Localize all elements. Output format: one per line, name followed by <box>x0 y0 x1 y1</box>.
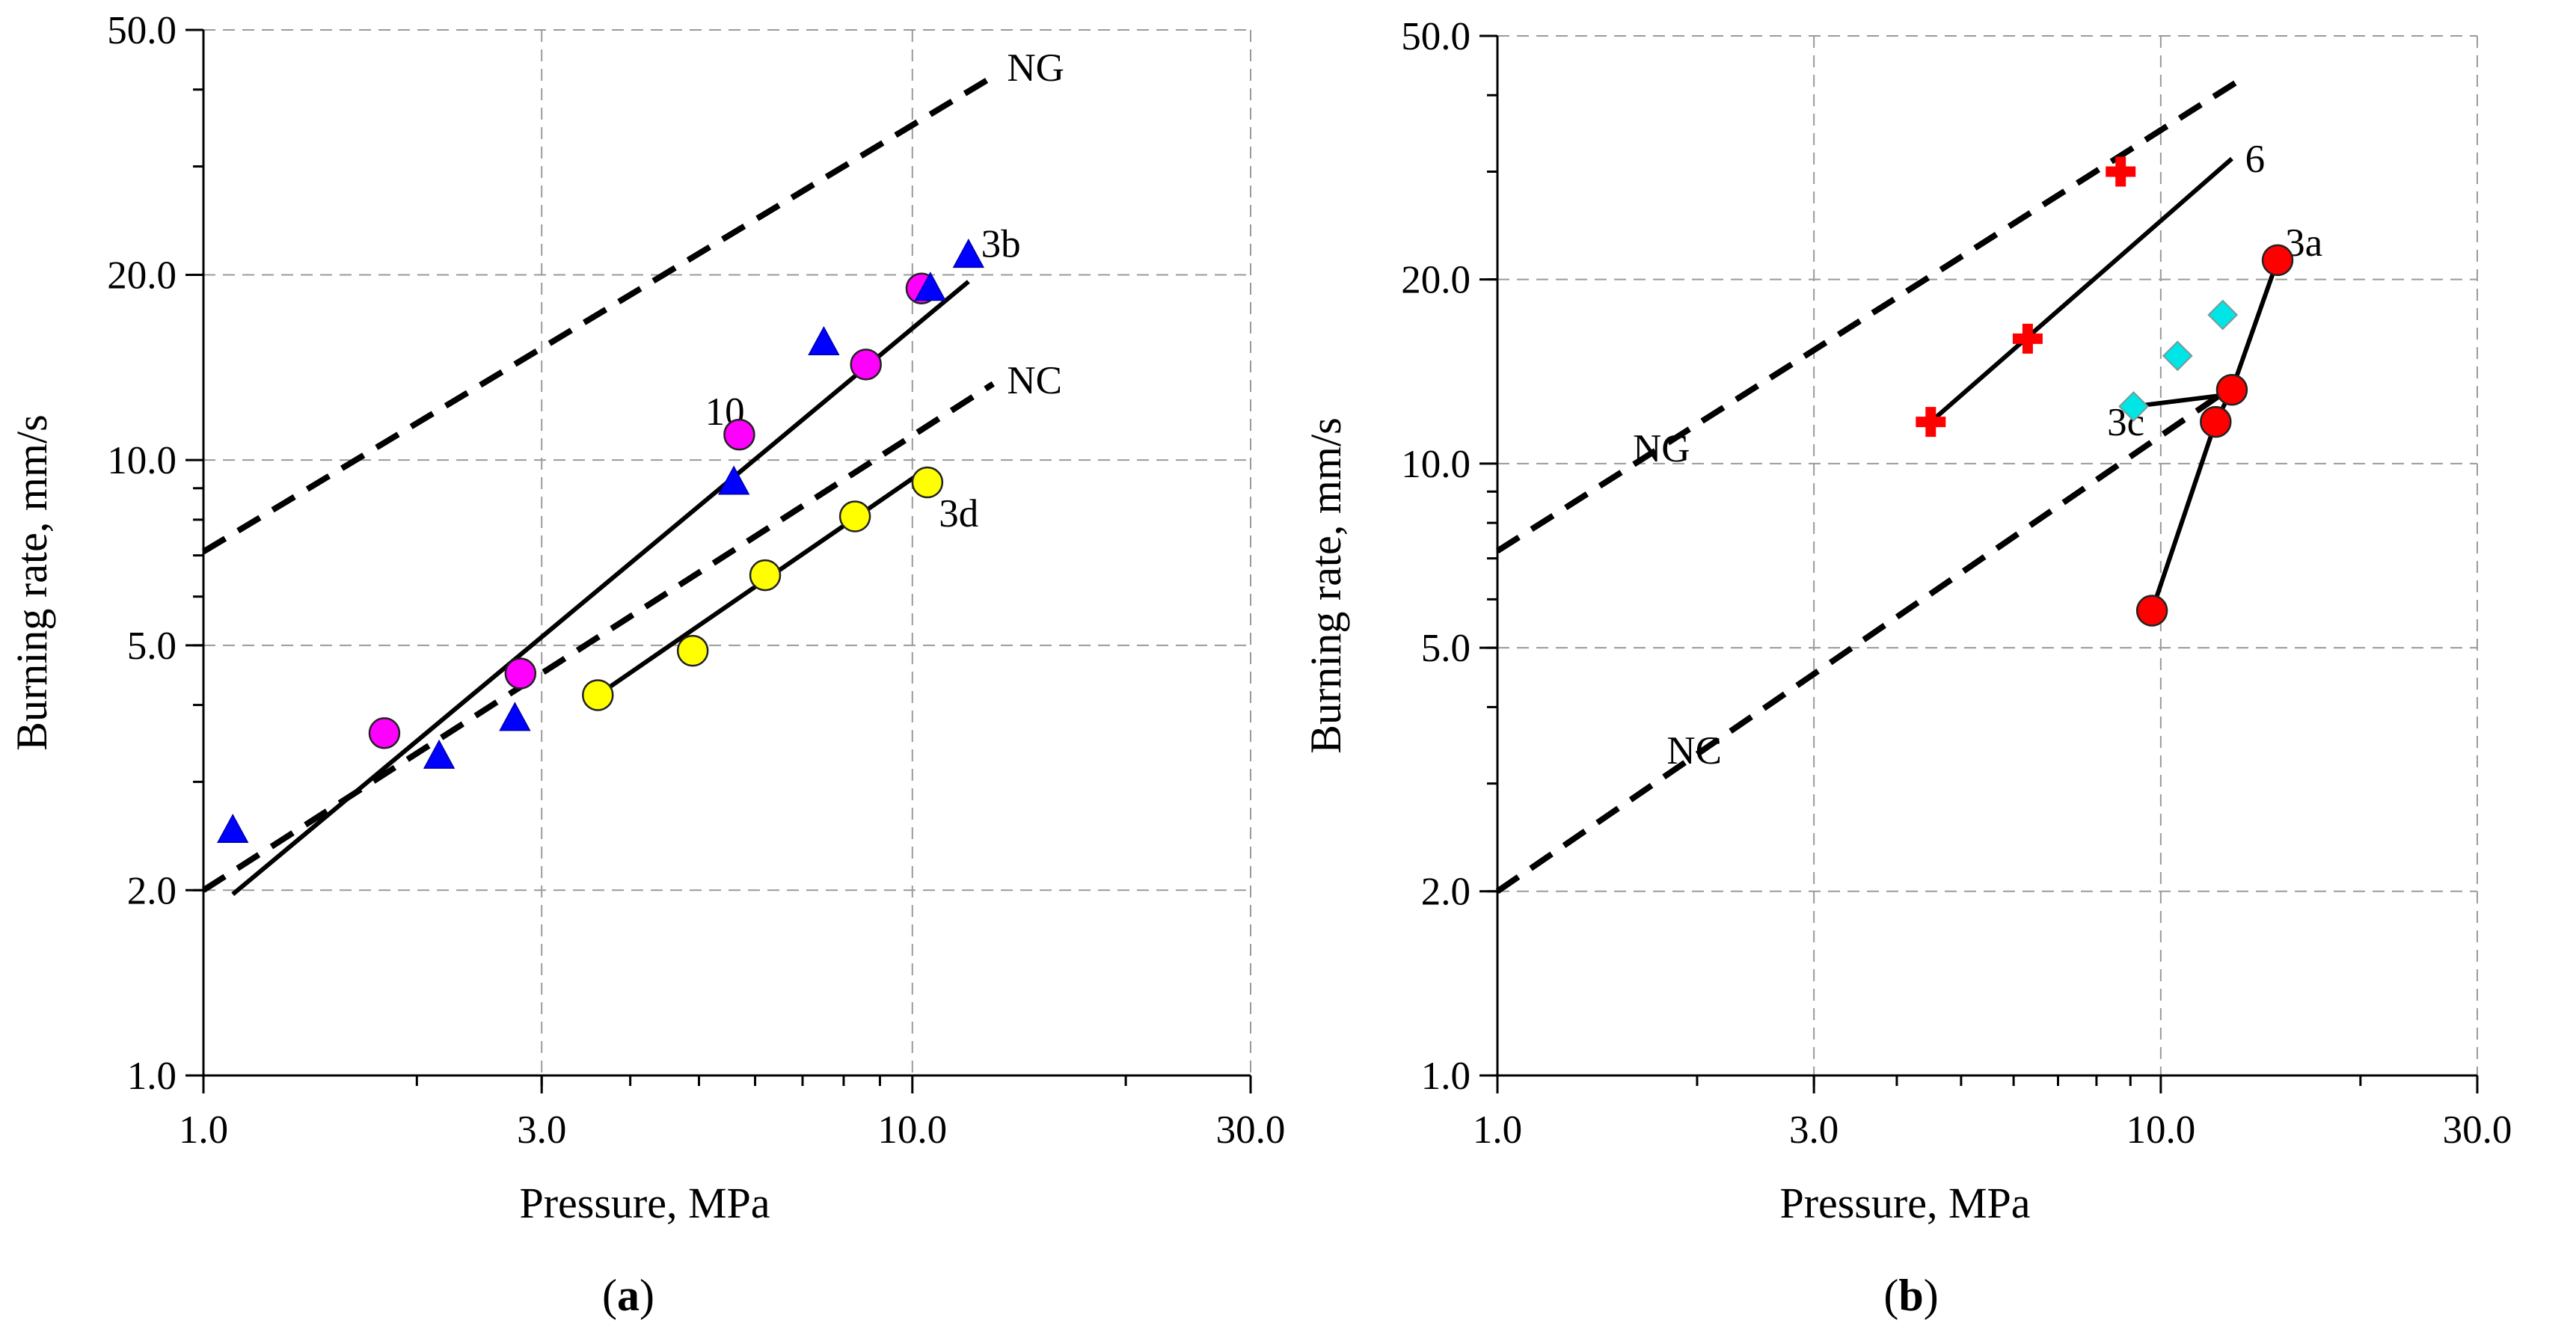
plus-marker <box>1916 407 1946 438</box>
y-tick-label: 50.0 <box>1401 15 1471 58</box>
panel-label-open: ( <box>602 1271 617 1320</box>
diamond-marker <box>2207 299 2239 331</box>
y-tick-label: 5.0 <box>127 624 177 668</box>
y-tick-label: 20.0 <box>1401 259 1471 302</box>
panel-label-close: ) <box>640 1271 654 1320</box>
curve-label-ng: NG <box>1633 427 1690 470</box>
x-tick-label: 30.0 <box>2443 1108 2512 1152</box>
x-axis-title: Pressure, MPa <box>1779 1179 2030 1227</box>
plus-marker <box>2106 156 2136 187</box>
panel-label-open: ( <box>1883 1271 1898 1320</box>
triangle-marker <box>423 739 456 769</box>
x-tick-label: 30.0 <box>1216 1108 1286 1152</box>
curve-label-nc: NC <box>1666 729 1722 773</box>
triangle-marker <box>217 813 249 844</box>
panel-label: (a) <box>602 1271 654 1320</box>
y-tick-label: 2.0 <box>127 869 177 912</box>
y-axis-title: Burning rate, mm/s <box>7 414 56 750</box>
y-tick-label: 10.0 <box>107 439 177 482</box>
x-tick-label: 1.0 <box>179 1108 228 1152</box>
triangle-marker <box>717 465 750 495</box>
y-tick-label: 50.0 <box>107 9 177 52</box>
circle-marker <box>838 500 871 533</box>
triangle-marker <box>914 271 946 301</box>
y-tick-label: 2.0 <box>1421 871 1471 914</box>
curve-label-6: 6 <box>2245 138 2266 181</box>
y-tick-label: 5.0 <box>1421 627 1471 670</box>
y-axis-title: Burning rate, mm/s <box>1301 417 1350 753</box>
curve-label-ng: NG <box>1007 46 1064 90</box>
circle-marker <box>676 634 709 667</box>
curve-label-3b: 3b <box>981 222 1021 266</box>
x-tick-label: 1.0 <box>1473 1108 1522 1152</box>
curve-3b <box>231 280 970 897</box>
curve-nc <box>201 381 995 893</box>
plus-marker <box>2012 323 2043 354</box>
diamond-marker <box>2162 340 2193 372</box>
y-tick-label: 10.0 <box>1401 443 1471 486</box>
curve-6 <box>1929 156 2233 424</box>
triangle-marker <box>952 239 985 268</box>
y-tick-label: 1.0 <box>1421 1055 1471 1098</box>
circle-marker <box>2215 373 2248 406</box>
x-tick-label: 10.0 <box>2126 1108 2195 1152</box>
panel-a: 1.0 3.0 10.0 30.0 1.0 2.0 5.0 10.0 20.0 50.0 Press… <box>7 9 1285 1320</box>
x-tick-label: 3.0 <box>1789 1108 1839 1152</box>
circle-marker <box>2261 244 2294 277</box>
curve-ng <box>201 73 995 554</box>
circle-marker <box>582 679 614 711</box>
circle-marker <box>368 716 401 749</box>
panel-label-letter: b <box>1898 1271 1923 1320</box>
x-tick-label: 10.0 <box>877 1108 947 1152</box>
curve-label-nc: NC <box>1007 359 1062 402</box>
triangle-marker <box>808 325 840 356</box>
y-tick-label: 1.0 <box>127 1055 177 1098</box>
circle-marker <box>2135 595 2168 627</box>
panel-label: (b) <box>1883 1271 1938 1320</box>
circle-marker <box>749 559 782 592</box>
curve-nc <box>1495 381 2239 894</box>
circle-marker <box>2200 405 2232 438</box>
curve-ng <box>1495 79 2239 553</box>
panel-label-letter: a <box>617 1271 640 1320</box>
circle-marker <box>850 349 882 381</box>
diamond-marker <box>2118 391 2149 422</box>
circle-marker <box>723 418 755 451</box>
curve-label-3d: 3d <box>939 492 978 535</box>
triangle-marker <box>499 702 531 731</box>
x-axis-title: Pressure, MPa <box>519 1179 770 1227</box>
panel-label-close: ) <box>1924 1271 1939 1320</box>
circle-marker <box>504 657 537 690</box>
panel-b: 1.0 3.0 10.0 30.0 1.0 2.0 5.0 10.0 20.0 50.0 Press… <box>1301 15 2512 1320</box>
curve-3a <box>2150 259 2280 612</box>
y-tick-label: 20.0 <box>107 254 177 297</box>
circle-marker <box>911 466 944 499</box>
x-tick-label: 3.0 <box>517 1108 566 1152</box>
